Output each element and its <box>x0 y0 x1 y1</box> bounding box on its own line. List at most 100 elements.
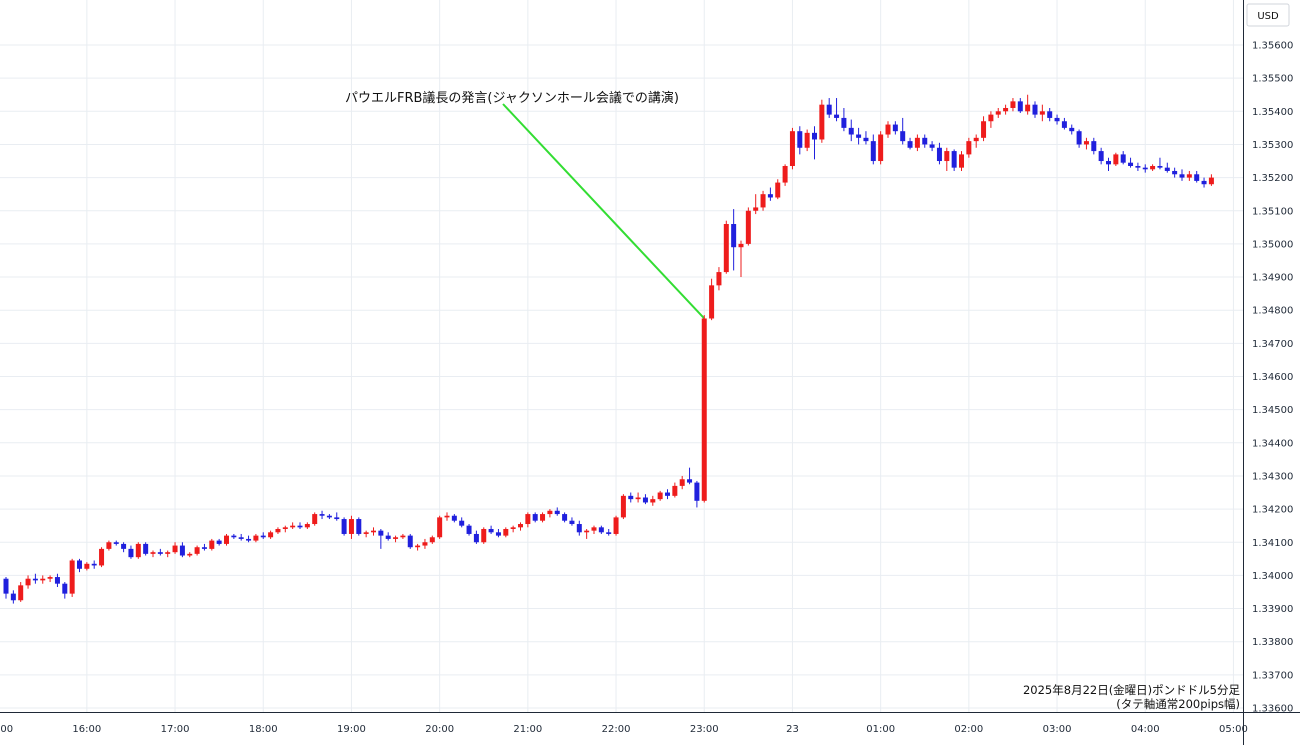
candle-body <box>665 492 670 496</box>
candle-body <box>782 165 788 183</box>
candle-body <box>224 535 229 544</box>
y-tick-label: 1.33600 <box>1252 704 1293 715</box>
candle-body <box>1128 162 1134 166</box>
candle-body <box>1172 170 1178 175</box>
candle-layer <box>3 94 1214 604</box>
y-tick-label: 1.34000 <box>1252 571 1293 582</box>
candle-body <box>900 131 906 142</box>
candle-body <box>1120 154 1126 163</box>
candle-body <box>246 538 252 541</box>
candle-body <box>187 553 193 556</box>
candle-body <box>1157 165 1163 168</box>
candle-body <box>687 479 693 483</box>
candle-body <box>290 525 296 528</box>
candle-body <box>1098 151 1104 162</box>
candle-body <box>253 535 259 541</box>
candle-body <box>547 510 553 515</box>
candle-body <box>518 524 523 528</box>
candle-body <box>944 151 950 162</box>
candle-body <box>3 578 9 594</box>
candle-body <box>437 517 443 538</box>
candle-body <box>892 124 898 132</box>
candle-body <box>907 141 913 148</box>
candle-body <box>1194 174 1200 181</box>
candle-body <box>709 285 715 319</box>
y-tick-label: 1.35400 <box>1252 107 1293 118</box>
candle-body <box>1186 174 1192 178</box>
candle-body <box>99 548 105 566</box>
grid-layer <box>0 0 1243 712</box>
candle-body <box>47 577 53 579</box>
candle-body <box>393 537 399 539</box>
candle-body <box>451 515 457 521</box>
y-tick-label: 1.34100 <box>1252 538 1293 549</box>
currency-button[interactable]: USD <box>1246 3 1290 27</box>
candle-body <box>569 520 575 525</box>
y-tick-label: 1.35300 <box>1252 140 1293 151</box>
x-tick-label: 01:00 <box>866 724 895 735</box>
candle-body <box>540 514 546 521</box>
candle-body <box>172 545 178 553</box>
candle-body <box>672 485 678 496</box>
candle-body <box>201 547 207 549</box>
candle-body <box>591 527 597 531</box>
candle-body <box>870 141 876 162</box>
candle-body <box>488 528 494 533</box>
candle-body <box>951 151 957 168</box>
candle-body <box>745 210 751 244</box>
candle-body <box>1113 154 1119 165</box>
y-tick-label: 1.35500 <box>1252 74 1293 85</box>
y-tick-label: 1.34600 <box>1252 372 1293 383</box>
candle-body <box>304 524 310 528</box>
candle-body <box>635 497 641 500</box>
candle-body <box>1106 161 1111 165</box>
candle-body <box>32 578 38 581</box>
candle-body <box>473 533 479 543</box>
x-tick-label: 17:00 <box>161 724 190 735</box>
candle-body <box>1017 101 1023 112</box>
candle-body <box>532 514 538 521</box>
candle-body <box>1061 121 1067 128</box>
y-tick-label: 1.34300 <box>1252 471 1293 482</box>
candle-body <box>1091 141 1097 152</box>
candle-body <box>326 515 332 518</box>
candle-body <box>716 272 722 286</box>
candle-body <box>179 545 185 556</box>
candle-body <box>143 543 149 554</box>
x-tick-label: 22:00 <box>602 724 631 735</box>
x-tick-label: 03:00 <box>1043 724 1072 735</box>
candle-body <box>40 578 46 581</box>
candle-body <box>804 132 810 148</box>
candle-body <box>216 540 222 544</box>
y-tick-label: 1.35000 <box>1252 239 1293 250</box>
candle-body <box>1179 174 1185 178</box>
candle-body <box>723 224 729 273</box>
candle-body <box>525 514 531 525</box>
candle-body <box>1039 111 1045 115</box>
candle-body <box>466 525 472 534</box>
candle-body <box>422 542 428 546</box>
candle-body <box>157 552 163 554</box>
candle-body <box>554 510 560 515</box>
candle-body <box>885 124 891 135</box>
x-tick-label: 23:00 <box>690 724 719 735</box>
candle-body <box>834 114 840 118</box>
candle-body <box>642 497 648 503</box>
candle-body <box>121 543 127 549</box>
candle-body <box>738 243 744 248</box>
candle-body <box>914 137 920 148</box>
x-tick-label: 20:00 <box>425 724 454 735</box>
candle-body <box>1047 111 1053 118</box>
candle-body <box>1201 180 1207 185</box>
candle-body <box>77 560 82 569</box>
candle-body <box>584 530 590 533</box>
x-tick-label: 21:00 <box>513 724 542 735</box>
candle-body <box>856 134 862 138</box>
candle-body <box>444 515 450 518</box>
candle-body <box>812 132 817 140</box>
x-tick-label: 16:00 <box>72 724 101 735</box>
currency-label: USD <box>1257 11 1279 22</box>
candle-body <box>959 154 964 168</box>
